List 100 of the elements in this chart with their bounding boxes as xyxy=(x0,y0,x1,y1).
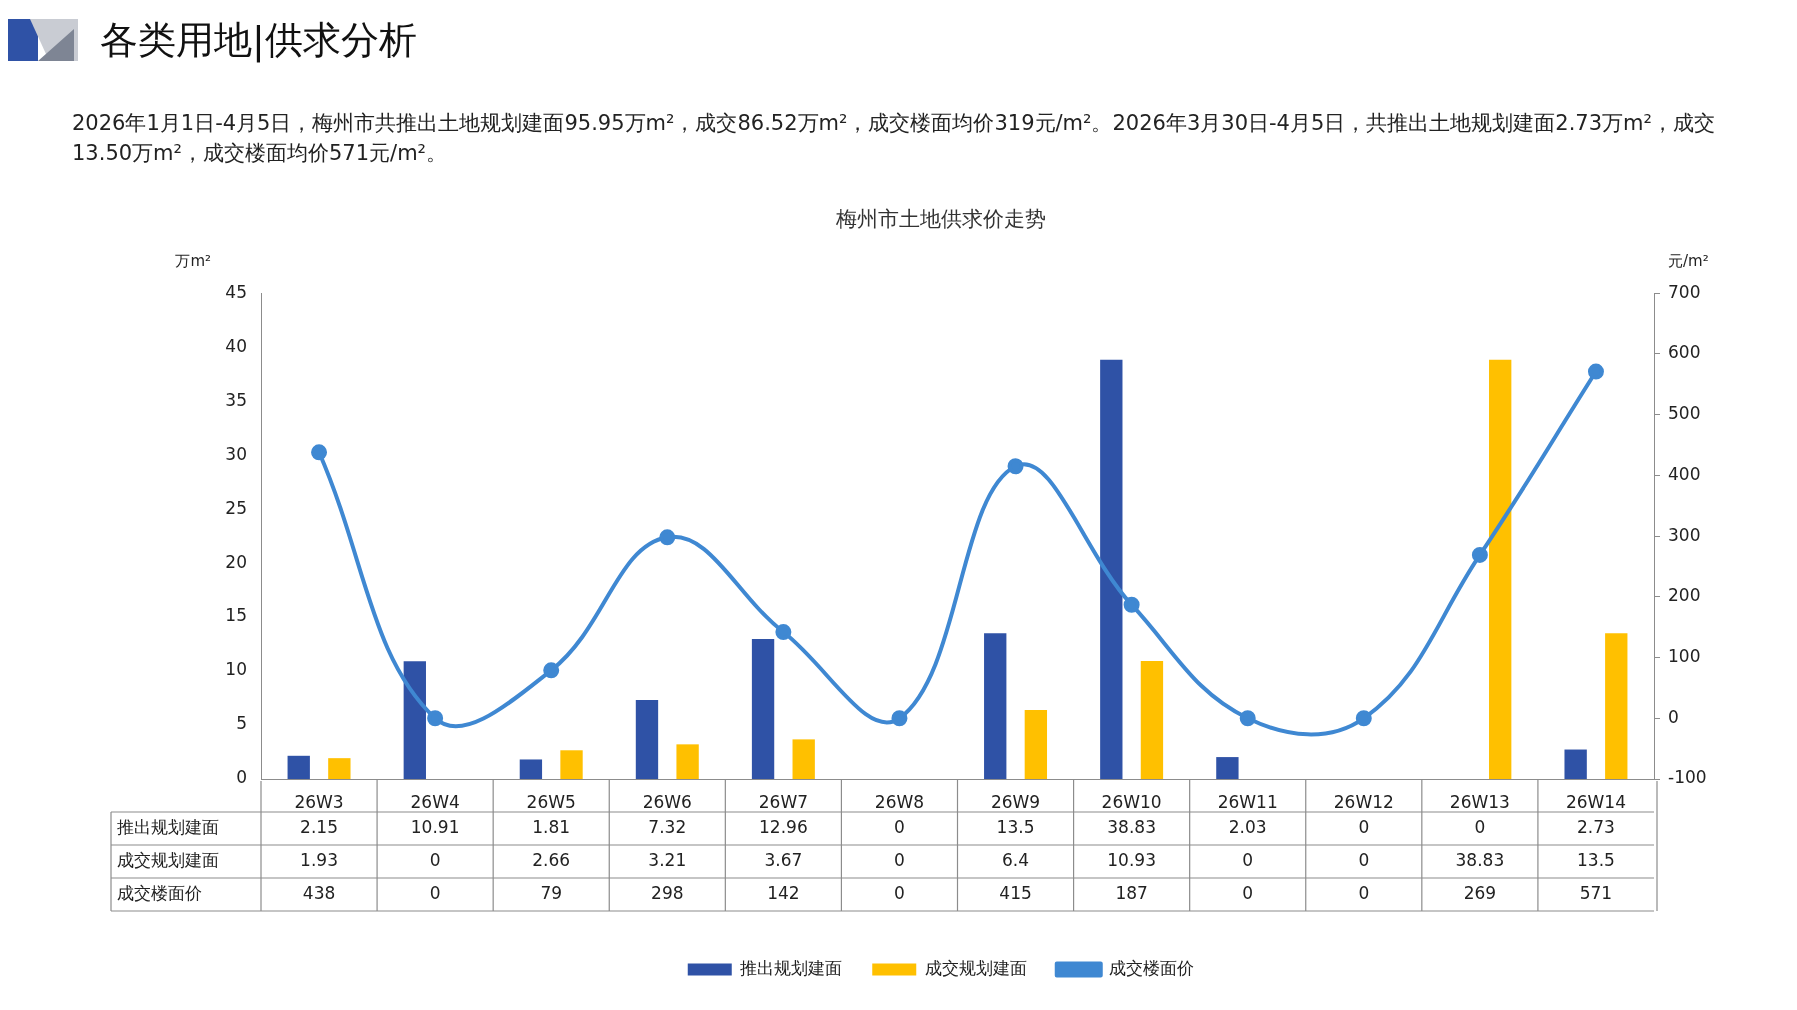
data-label: 10.91 xyxy=(410,816,460,837)
legend-label: 推出规划建面 xyxy=(740,957,843,978)
data-label: 0 xyxy=(894,816,905,837)
data-label: 79 xyxy=(540,882,563,903)
data-label: 269 xyxy=(1463,882,1497,903)
bar xyxy=(1489,359,1512,779)
data-label: 0 xyxy=(894,882,905,903)
y2-tick-label: 500 xyxy=(1668,403,1701,424)
text: 各类用地|供求分析 xyxy=(100,16,417,65)
text: 成交规划建面 xyxy=(117,849,219,870)
data-label: 12.96 xyxy=(759,816,808,837)
point xyxy=(1239,710,1256,727)
x-tick-label: 26W5 xyxy=(526,791,576,812)
data-label: 3.67 xyxy=(764,849,803,870)
y2-tick-label: 600 xyxy=(1668,342,1701,363)
bar xyxy=(676,744,699,779)
y-tick-label: 40 xyxy=(225,335,247,356)
data-label: 38.83 xyxy=(1107,816,1156,837)
point xyxy=(311,444,328,461)
data-label: 2.66 xyxy=(532,849,571,870)
y-tick-label: 5 xyxy=(236,713,247,734)
text: 推出规划建面 xyxy=(117,816,219,837)
data-label: 0 xyxy=(429,849,441,870)
data-label: 13.5 xyxy=(1577,849,1615,870)
y2-tick-label: -100 xyxy=(1668,767,1707,788)
point xyxy=(659,529,676,546)
legend-label: 成交规划建面 xyxy=(924,957,1027,978)
y-axis-title: 万m² xyxy=(175,251,211,270)
y2-tick-label: 300 xyxy=(1668,524,1701,545)
y-tick-label: 25 xyxy=(225,497,247,518)
data-label: 415 xyxy=(999,882,1032,903)
data-label: 298 xyxy=(651,882,684,903)
text: 2026年1月1日-4月5日，梅州市共推出土地规划建面95.95万m²，成交86.52万m²，成交楼面均价319元/m²。2026年3月30日-4月5日，共推出土地规划建面2.73万m²，成交13.50万m²，成交楼面均价571元/m²。 xyxy=(72,110,1716,167)
bar xyxy=(635,699,659,779)
data-label: 0 xyxy=(894,849,905,870)
data-label: 0 xyxy=(1358,849,1370,870)
x-tick-label: 26W4 xyxy=(410,791,460,812)
y-tick-label: 10 xyxy=(225,659,247,680)
x-tick-label: 26W12 xyxy=(1333,791,1394,812)
data-label: 2.73 xyxy=(1577,816,1615,837)
text: 成交楼面价 xyxy=(117,882,202,903)
data-label: 1.81 xyxy=(532,816,571,837)
bar xyxy=(287,755,310,779)
data-label: 3.21 xyxy=(648,849,687,870)
point xyxy=(1123,596,1140,613)
bar xyxy=(560,750,583,779)
bar xyxy=(1605,633,1628,779)
point xyxy=(427,710,444,727)
point xyxy=(1471,546,1488,563)
legend-label: 成交楼面价 xyxy=(1109,957,1195,978)
y2-tick-label: 0 xyxy=(1668,706,1679,727)
data-label: 142 xyxy=(767,882,800,903)
y2-tick-label: 200 xyxy=(1668,585,1701,606)
x-tick-label: 26W10 xyxy=(1101,791,1162,812)
data-label: 0 xyxy=(1358,882,1370,903)
point xyxy=(775,624,792,641)
data-label: 0 xyxy=(1242,882,1254,903)
data-label: 13.5 xyxy=(996,816,1035,837)
point xyxy=(543,662,560,679)
data-label: 1.93 xyxy=(300,849,338,870)
y-tick-label: 20 xyxy=(225,551,247,572)
data-label: 0 xyxy=(429,882,441,903)
data-label: 0 xyxy=(1358,816,1370,837)
data-label: 38.83 xyxy=(1455,849,1505,870)
y2-tick-label: 400 xyxy=(1668,463,1701,484)
x-tick-label: 26W6 xyxy=(642,791,692,812)
data-label: 571 xyxy=(1579,882,1613,903)
data-label: 0 xyxy=(1474,816,1486,837)
x-tick-label: 26W13 xyxy=(1449,791,1510,812)
bar xyxy=(1216,757,1239,779)
bar xyxy=(751,639,775,779)
x-tick-label: 26W8 xyxy=(874,791,925,812)
chart-title: 梅州市土地供求价走势 xyxy=(835,207,1046,232)
data-label: 7.32 xyxy=(648,816,687,837)
bar xyxy=(1024,709,1048,779)
data-label: 438 xyxy=(302,882,336,903)
x-tick-label: 26W9 xyxy=(990,791,1041,812)
point xyxy=(1007,458,1024,475)
bar xyxy=(403,661,426,779)
point xyxy=(1587,363,1604,380)
bar xyxy=(1564,749,1587,779)
y2-axis-title: 元/m² xyxy=(1668,251,1709,270)
point xyxy=(1355,710,1372,727)
point xyxy=(891,710,908,727)
y-tick-label: 0 xyxy=(236,767,247,788)
data-label: 6.4 xyxy=(1002,849,1030,870)
y2-tick-label: 700 xyxy=(1668,281,1701,302)
x-tick-label: 26W14 xyxy=(1565,791,1626,812)
data-label: 10.93 xyxy=(1107,849,1156,870)
y2-tick-label: 100 xyxy=(1668,645,1701,666)
bar xyxy=(1140,661,1164,779)
bar xyxy=(792,739,815,779)
data-label: 187 xyxy=(1115,882,1148,903)
y-tick-label: 35 xyxy=(225,389,247,410)
x-tick-label: 26W11 xyxy=(1217,791,1278,812)
x-tick-label: 26W7 xyxy=(758,791,809,812)
bar xyxy=(519,759,543,779)
y-tick-label: 30 xyxy=(225,443,247,464)
data-label: 2.15 xyxy=(300,816,338,837)
y-tick-label: 15 xyxy=(225,605,247,626)
